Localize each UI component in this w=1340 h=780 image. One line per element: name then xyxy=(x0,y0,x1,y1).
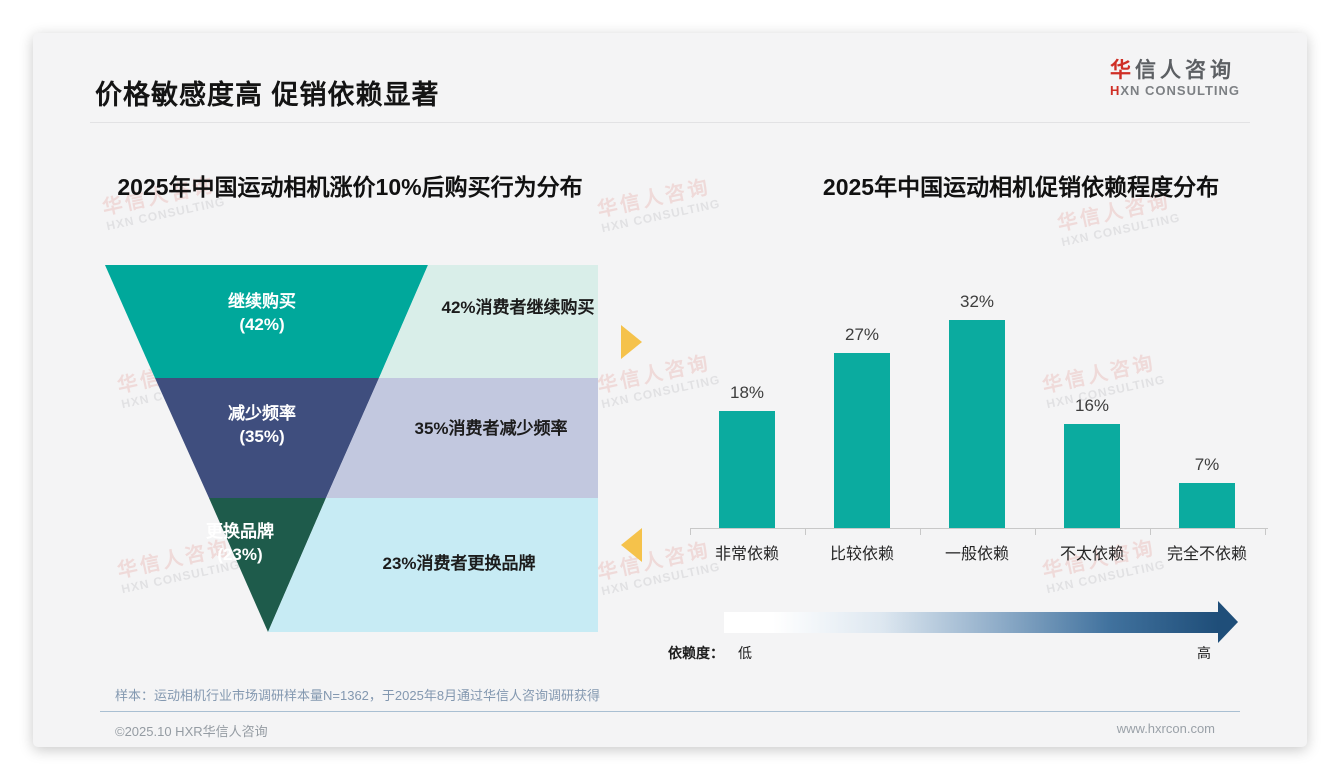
bar-1 xyxy=(719,411,775,528)
slide-card: 华信人咨询 HXN CONSULTING 华信人咨询 HXN CONSULTING … xyxy=(33,33,1307,747)
brand-logo-en: HXN CONSULTING xyxy=(1109,83,1240,99)
connector-arrow-right-icon xyxy=(621,325,642,359)
bar-category-label: 不太依赖 xyxy=(1059,546,1125,563)
funnel-note-1: 42%消费者继续购买 xyxy=(441,298,595,317)
footer-divider xyxy=(100,711,1240,712)
bar-category-label: 非常依赖 xyxy=(714,546,780,563)
axis-tick xyxy=(690,529,691,535)
sample-footnote: 样本：运动相机行业市场调研样本量N=1362，于2025年8月通过华信人咨询调研… xyxy=(115,688,601,703)
bar-5 xyxy=(1179,482,1235,528)
dependency-scale-high: 高 xyxy=(1197,645,1211,661)
funnel-panel-3 xyxy=(268,498,598,632)
bar-4 xyxy=(1064,424,1120,528)
x-axis xyxy=(690,528,1268,529)
bar-value-label: 18% xyxy=(729,383,765,402)
bar-chart-title: 2025年中国运动相机促销依赖程度分布 xyxy=(822,174,1220,200)
funnel-stage-1-label: 继续购买 (42%) xyxy=(228,292,296,334)
axis-tick xyxy=(1035,529,1036,535)
bar-value-label: 7% xyxy=(1194,454,1220,474)
website-text: www.hxrcon.com xyxy=(1116,721,1215,736)
funnel-note-3: 23%消费者更换品牌 xyxy=(382,554,536,573)
axis-tick xyxy=(1265,529,1266,535)
page-title: 价格敏感度高 促销依赖显著 xyxy=(95,80,440,110)
brand-logo-cn: 华信人咨询 xyxy=(1109,59,1235,82)
funnel-panel-1 xyxy=(379,265,598,378)
connector-arrow-left-icon xyxy=(621,528,642,562)
dependency-scale-low: 低 xyxy=(738,645,752,661)
axis-tick xyxy=(1150,529,1151,535)
funnel-stage-3 xyxy=(209,498,326,632)
axis-tick xyxy=(805,529,806,535)
dependency-gradient-arrowhead-icon xyxy=(1218,601,1238,643)
dependency-scale-label: 依赖度： xyxy=(668,645,724,661)
bar-value-label: 27% xyxy=(844,324,880,344)
funnel-panel-2 xyxy=(326,378,598,498)
funnel-chart xyxy=(105,265,598,632)
axis-tick xyxy=(920,529,921,535)
funnel-stage-2 xyxy=(155,378,379,498)
bar-2 xyxy=(834,352,890,528)
header-divider xyxy=(90,122,1250,123)
dependency-gradient-bar xyxy=(724,612,1218,633)
bar-3 xyxy=(949,320,1005,528)
funnel-note-2: 35%消费者减少频率 xyxy=(414,419,568,438)
funnel-stage-3-label: 更换品牌 (23%) xyxy=(206,522,274,564)
funnel-stage-1 xyxy=(105,265,428,378)
bar-category-label: 比较依赖 xyxy=(829,546,895,563)
funnel-chart-title: 2025年中国运动相机涨价10%后购买行为分布 xyxy=(117,174,583,200)
funnel-stage-2-label: 减少频率 (35%) xyxy=(228,404,296,446)
bar-category-label: 一般依赖 xyxy=(944,546,1010,563)
copyright-text: ©2025.10 HXR华信人咨询 xyxy=(115,724,268,739)
bar-plot: 18% 非常依赖 27% 比较依赖 32% 一般依赖 16% 不太依赖 7% 完全不依赖 xyxy=(690,292,1268,563)
bar-category-label: 完全不依赖 xyxy=(1166,546,1248,563)
bar-value-label: 16% xyxy=(1074,396,1110,415)
brand-logo: 华信人咨询 HXN CONSULTING xyxy=(1110,59,1240,99)
bar-value-label: 32% xyxy=(959,292,995,311)
